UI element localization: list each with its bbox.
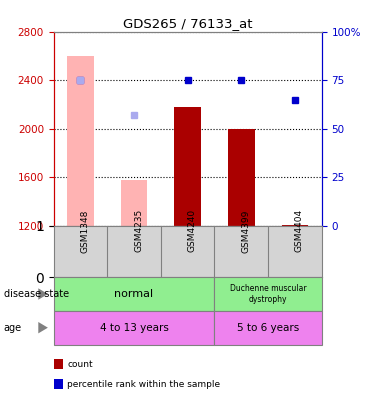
Text: GSM1348: GSM1348 [80, 209, 89, 253]
Title: GDS265 / 76133_at: GDS265 / 76133_at [123, 17, 252, 30]
Text: count: count [67, 360, 93, 369]
Polygon shape [38, 288, 48, 300]
Text: normal: normal [115, 289, 154, 299]
Text: 5 to 6 years: 5 to 6 years [237, 323, 299, 333]
Polygon shape [38, 322, 48, 333]
Text: GSM4235: GSM4235 [134, 209, 143, 253]
Text: GSM4404: GSM4404 [295, 209, 304, 252]
Text: percentile rank within the sample: percentile rank within the sample [67, 380, 220, 388]
Text: GSM4399: GSM4399 [241, 209, 250, 253]
Text: GSM4240: GSM4240 [188, 209, 196, 252]
Bar [214, 311, 322, 345]
Text: age: age [4, 323, 22, 333]
Bar [228, 129, 255, 226]
Bar [54, 311, 214, 345]
Bar [67, 56, 94, 226]
Bar [121, 180, 147, 226]
Bar [214, 277, 322, 311]
Text: Duchenne muscular
dystrophy: Duchenne muscular dystrophy [230, 284, 306, 304]
Text: disease state: disease state [4, 289, 69, 299]
Bar [282, 225, 308, 226]
Text: 4 to 13 years: 4 to 13 years [100, 323, 169, 333]
Bar [174, 107, 201, 226]
Bar [54, 277, 214, 311]
